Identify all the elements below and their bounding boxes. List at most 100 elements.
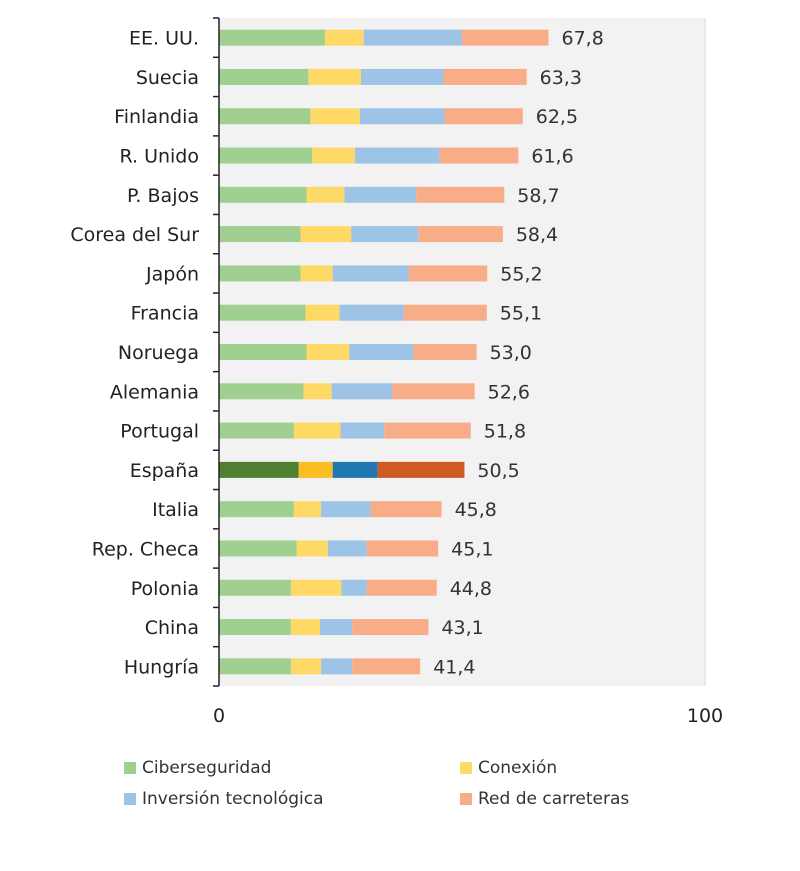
bar-segment-alemania-conexion xyxy=(303,383,332,400)
total-label-r-unido: 61,6 xyxy=(531,146,573,168)
legend-item-red-de-carreteras: Red de carreteras xyxy=(460,789,629,809)
x-tick-label-0: 0 xyxy=(213,705,225,727)
bar-segment-r-unido-inversion-tecnologica xyxy=(355,147,440,164)
category-label-r-unido: R. Unido xyxy=(119,146,199,168)
bar-segment-portugal-red-de-carreteras xyxy=(384,422,471,439)
bar-segment-espana-conexion xyxy=(298,461,333,478)
bar-segment-finlandia-conexion xyxy=(310,108,360,125)
bar-segment-corea-del-sur-ciberseguridad xyxy=(219,226,301,243)
legend-item-conexion: Conexión xyxy=(460,758,557,778)
labels-layer: EE. UU. 67,8 Suecia 63,3 Finlandia 62,5 R. Uni… xyxy=(70,28,603,679)
total-label-finlandia: 62,5 xyxy=(536,106,578,128)
bar-segment-italia-red-de-carreteras xyxy=(370,501,442,518)
legend-label-ciberseguridad: Ciberseguridad xyxy=(142,758,272,778)
bar-segment-italia-conexion xyxy=(293,501,322,518)
category-label-corea-del-sur: Corea del Sur xyxy=(70,224,199,246)
bar-segment-francia-conexion xyxy=(305,304,340,321)
bar-segment-portugal-inversion-tecnologica xyxy=(340,422,385,439)
total-label-portugal: 51,8 xyxy=(484,421,526,443)
y-axis-ticks xyxy=(213,17,219,687)
bar-segment-suecia-ciberseguridad xyxy=(219,68,309,85)
legend-swatch-conexion xyxy=(460,762,472,774)
total-label-p-bajos: 58,7 xyxy=(517,185,559,207)
category-label-p-bajos: P. Bajos xyxy=(127,185,199,207)
bar-segment-r-unido-conexion xyxy=(312,147,356,164)
bar-segment-alemania-red-de-carreteras xyxy=(392,383,475,400)
bar-segment-italia-inversion-tecnologica xyxy=(321,501,371,518)
bar-segment-noruega-ciberseguridad xyxy=(219,344,307,360)
total-label-rep-checa: 45,1 xyxy=(451,538,493,560)
bar-segment-portugal-conexion xyxy=(293,422,341,439)
bar-segment-polonia-inversion-tecnologica xyxy=(341,579,367,596)
category-label-finlandia: Finlandia xyxy=(114,106,199,128)
category-label-china: China xyxy=(145,617,199,639)
total-label-ee-uu: 67,8 xyxy=(562,28,604,50)
total-label-polonia: 44,8 xyxy=(450,578,492,600)
bar-segment-japon-conexion xyxy=(300,265,333,282)
legend-label-inversion-tecnologica: Inversión tecnológica xyxy=(142,789,324,809)
bar-segment-china-ciberseguridad xyxy=(219,619,291,636)
bar-segment-rep-checa-ciberseguridad xyxy=(219,540,297,557)
bar-segment-alemania-inversion-tecnologica xyxy=(331,383,393,400)
bar-segment-r-unido-ciberseguridad xyxy=(219,147,313,164)
legend-swatch-red-de-carreteras xyxy=(460,793,472,805)
total-label-corea-del-sur: 58,4 xyxy=(516,224,558,246)
bar-segment-suecia-inversion-tecnologica xyxy=(360,68,444,85)
bar-segment-francia-inversion-tecnologica xyxy=(339,304,404,321)
legend-item-inversion-tecnologica: Inversión tecnológica xyxy=(124,789,324,809)
total-label-italia: 45,8 xyxy=(455,499,497,521)
total-label-espana: 50,5 xyxy=(477,460,519,482)
total-label-china: 43,1 xyxy=(441,617,483,639)
category-label-suecia: Suecia xyxy=(136,67,199,89)
category-label-francia: Francia xyxy=(131,303,199,325)
bar-segment-noruega-conexion xyxy=(306,344,350,360)
bar-segment-rep-checa-red-de-carreteras xyxy=(366,540,439,557)
bar-segment-ee-uu-red-de-carreteras xyxy=(462,29,549,46)
legend-label-conexion: Conexión xyxy=(478,758,558,778)
bar-segment-hungria-red-de-carreteras xyxy=(352,658,421,675)
bar-segment-p-bajos-conexion xyxy=(306,186,345,203)
bar-segment-rep-checa-conexion xyxy=(296,540,328,557)
bar-segment-polonia-ciberseguridad xyxy=(219,579,291,596)
bar-segment-polonia-conexion xyxy=(290,579,342,596)
bar-segment-alemania-ciberseguridad xyxy=(219,383,304,400)
bar-segment-japon-ciberseguridad xyxy=(219,265,301,282)
bar-segment-francia-red-de-carreteras xyxy=(403,304,487,321)
bar-segment-rep-checa-inversion-tecnologica xyxy=(327,540,367,557)
bar-segment-ee-uu-inversion-tecnologica xyxy=(363,29,462,46)
bar-segment-p-bajos-red-de-carreteras xyxy=(416,186,505,203)
bar-segment-finlandia-inversion-tecnologica xyxy=(359,108,445,125)
bar-segment-china-red-de-carreteras xyxy=(352,619,429,636)
legend-swatch-ciberseguridad xyxy=(124,762,136,774)
legend-label-red-de-carreteras: Red de carreteras xyxy=(478,789,630,809)
bar-segment-hungria-conexion xyxy=(290,658,322,675)
bar-segment-china-inversion-tecnologica xyxy=(320,619,353,636)
bar-segment-r-unido-red-de-carreteras xyxy=(439,147,519,164)
bar-segment-suecia-conexion xyxy=(308,68,361,85)
category-label-polonia: Polonia xyxy=(131,578,199,600)
total-label-alemania: 52,6 xyxy=(488,381,530,403)
category-label-ee-uu: EE. UU. xyxy=(129,28,199,50)
bar-segment-francia-ciberseguridad xyxy=(219,304,306,321)
bar-segment-espana-inversion-tecnologica xyxy=(332,461,378,478)
bar-segment-finlandia-red-de-carreteras xyxy=(444,108,523,125)
category-label-portugal: Portugal xyxy=(120,421,199,443)
bar-segment-polonia-red-de-carreteras xyxy=(366,579,437,596)
bar-segment-ee-uu-ciberseguridad xyxy=(219,29,325,46)
total-label-japon: 55,2 xyxy=(500,263,542,285)
bar-segment-portugal-ciberseguridad xyxy=(219,422,294,439)
bar-segment-hungria-inversion-tecnologica xyxy=(321,658,353,675)
legend-item-ciberseguridad: Ciberseguridad xyxy=(124,758,271,778)
category-label-espana: España xyxy=(130,460,199,482)
bar-segment-espana-red-de-carreteras xyxy=(377,461,465,478)
bar-segment-italia-ciberseguridad xyxy=(219,501,294,518)
bar-segment-corea-del-sur-red-de-carreteras xyxy=(418,226,503,243)
total-label-suecia: 63,3 xyxy=(540,67,582,89)
total-label-francia: 55,1 xyxy=(500,303,542,325)
category-label-japon: Japón xyxy=(145,263,199,285)
bar-segment-suecia-red-de-carreteras xyxy=(443,68,527,85)
bar-segment-noruega-inversion-tecnologica xyxy=(349,344,414,360)
bar-segment-noruega-red-de-carreteras xyxy=(413,344,477,360)
category-label-alemania: Alemania xyxy=(110,381,199,403)
